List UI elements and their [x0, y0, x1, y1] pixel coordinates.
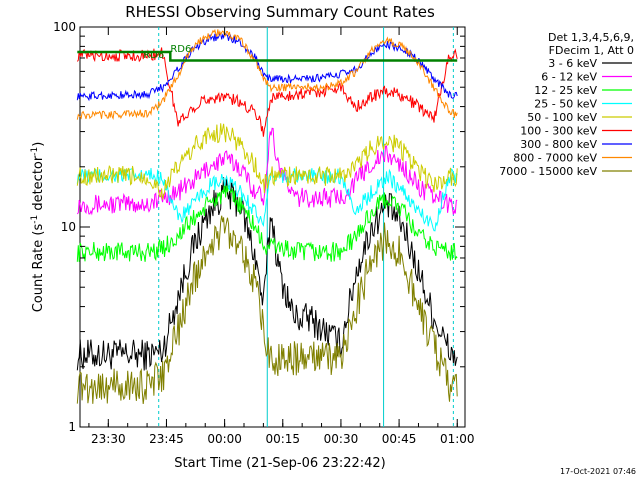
y-axis-label-end: )	[31, 142, 46, 147]
y-axis-ticks: 1 10 100	[53, 20, 465, 434]
x-tick-label: 23:45	[149, 432, 184, 446]
legend-header-line1: Det 1,3,4,5,6,9,	[548, 31, 634, 44]
annotation-label: RD6	[170, 44, 191, 55]
legend-label: 7000 - 15000 keV	[499, 165, 597, 178]
legend: Det 1,3,4,5,6,9, FDecim 1, Att 0 3 - 6 k…	[499, 31, 634, 178]
chart-title: RHESSI Observing Summary Count Rates	[125, 3, 435, 21]
series-line-rd6	[77, 50, 458, 62]
legend-label: 25 - 50 keV	[534, 98, 597, 111]
legend-header-line2: FDecim 1, Att 0	[549, 44, 634, 57]
plot-area: 1 10 100 23:30 23:45 00:00 00:15 00:30 00:45 01:…	[53, 20, 474, 446]
series-layer	[76, 28, 458, 405]
legend-label: 3 - 6 keV	[548, 57, 597, 70]
y-axis-label-part1: Count Rate (s	[31, 224, 46, 313]
y-tick-label: 1	[68, 420, 76, 434]
y-axis-label-sup2: -1	[30, 147, 40, 156]
annotations: RD6 RD6	[143, 44, 191, 61]
legend-label: 50 - 100 keV	[527, 111, 597, 124]
x-tick-label: 00:15	[265, 432, 300, 446]
legend-label: 100 - 300 keV	[520, 125, 597, 138]
legend-label: 800 - 7000 keV	[513, 152, 597, 165]
marker-lines	[158, 27, 454, 427]
y-tick-label: 100	[53, 20, 76, 34]
annotation-label: RD6	[143, 50, 164, 61]
x-tick-label: 23:30	[91, 432, 126, 446]
x-tick-label: 00:00	[207, 432, 242, 446]
y-tick-label: 10	[61, 220, 76, 234]
series-line-1	[76, 127, 458, 216]
series-line-2	[76, 182, 458, 262]
legend-label: 12 - 25 keV	[534, 84, 597, 97]
y-axis-label-part2: detector	[31, 155, 46, 215]
legend-label: 6 - 12 keV	[541, 71, 597, 84]
series-line-5	[76, 47, 458, 137]
series-line-7	[76, 28, 458, 121]
x-axis-label: Start Time (21-Sep-06 23:22:42)	[174, 456, 385, 471]
x-tick-label: 00:45	[382, 432, 417, 446]
series-line-4	[76, 123, 458, 200]
x-tick-label: 00:30	[324, 432, 359, 446]
series-line-8	[76, 215, 458, 405]
x-axis-ticks: 23:30 23:45 00:00 00:15 00:30 00:45 01:00	[88, 27, 475, 446]
y-axis-label: Count Rate (s-1 detector-1)	[30, 142, 46, 313]
series-line-6	[76, 32, 458, 102]
y-axis-label-sup1: -1	[30, 215, 40, 224]
footer-timestamp: 17-Oct-2021 07:46	[560, 467, 636, 476]
x-tick-label: 01:00	[440, 432, 475, 446]
legend-label: 300 - 800 keV	[520, 138, 597, 151]
series-line-0	[76, 177, 458, 371]
